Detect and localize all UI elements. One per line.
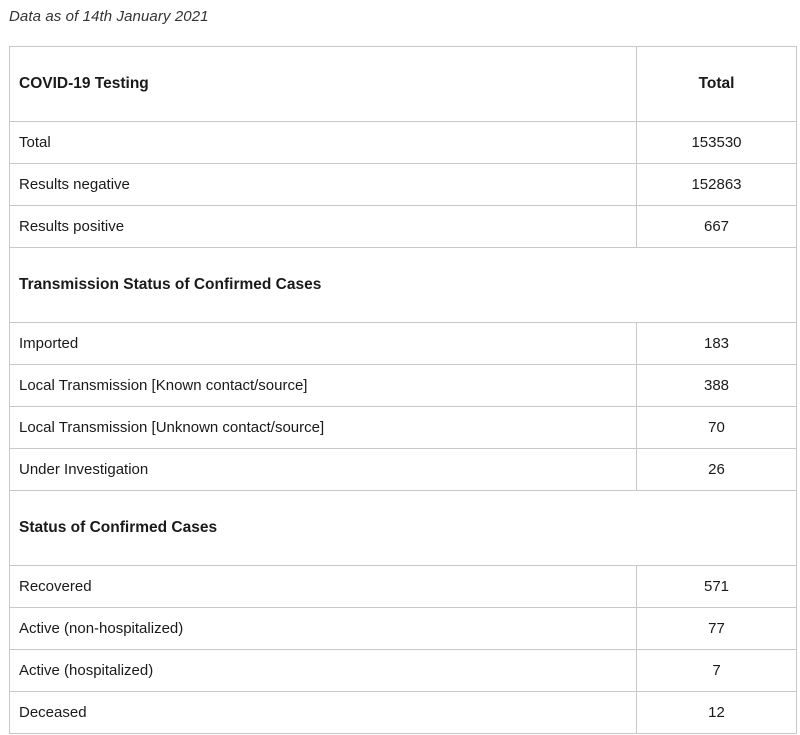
data-date-caption: Data as of 14th January 2021 — [9, 8, 209, 25]
row-label: Local Transmission [Unknown contact/sour… — [9, 406, 637, 449]
covid-stats-table: COVID-19 Testing Total Total 153530 Resu… — [9, 46, 797, 734]
section-blank-cell — [636, 247, 797, 323]
row-value: 12 — [636, 691, 797, 734]
row-value: 70 — [636, 406, 797, 449]
row-value: 7 — [636, 649, 797, 692]
row-label: Recovered — [9, 565, 637, 608]
row-label: Results negative — [9, 163, 637, 206]
table-row: Imported 183 — [9, 322, 797, 365]
table-row: Results positive 667 — [9, 205, 797, 248]
table-row: Local Transmission [Unknown contact/sour… — [9, 406, 797, 449]
row-label: Under Investigation — [9, 448, 637, 491]
section-title: Status of Confirmed Cases — [9, 490, 637, 566]
row-label: Total — [9, 121, 637, 164]
row-value: 667 — [636, 205, 797, 248]
row-value: 571 — [636, 565, 797, 608]
section-header-status: Status of Confirmed Cases — [9, 490, 797, 566]
table-row: Under Investigation 26 — [9, 448, 797, 491]
table-row: Total 153530 — [9, 121, 797, 164]
header-total: Total — [636, 46, 797, 122]
covid-stats-table-container: COVID-19 Testing Total Total 153530 Resu… — [9, 46, 797, 734]
row-value: 388 — [636, 364, 797, 407]
row-value: 183 — [636, 322, 797, 365]
section-title: Transmission Status of Confirmed Cases — [9, 247, 637, 323]
row-label: Local Transmission [Known contact/source… — [9, 364, 637, 407]
table-row: Deceased 12 — [9, 691, 797, 734]
row-label: Active (non-hospitalized) — [9, 607, 637, 650]
row-value: 152863 — [636, 163, 797, 206]
row-label: Deceased — [9, 691, 637, 734]
row-label: Results positive — [9, 205, 637, 248]
table-row: Recovered 571 — [9, 565, 797, 608]
row-value: 77 — [636, 607, 797, 650]
row-label: Active (hospitalized) — [9, 649, 637, 692]
table-row: Active (non-hospitalized) 77 — [9, 607, 797, 650]
table-row: Results negative 152863 — [9, 163, 797, 206]
table-row: Local Transmission [Known contact/source… — [9, 364, 797, 407]
row-value: 26 — [636, 448, 797, 491]
row-value: 153530 — [636, 121, 797, 164]
section-header-transmission: Transmission Status of Confirmed Cases — [9, 247, 797, 323]
table-row: Active (hospitalized) 7 — [9, 649, 797, 692]
row-label: Imported — [9, 322, 637, 365]
table-header-row: COVID-19 Testing Total — [9, 46, 797, 122]
header-label: COVID-19 Testing — [9, 46, 637, 122]
section-blank-cell — [636, 490, 797, 566]
